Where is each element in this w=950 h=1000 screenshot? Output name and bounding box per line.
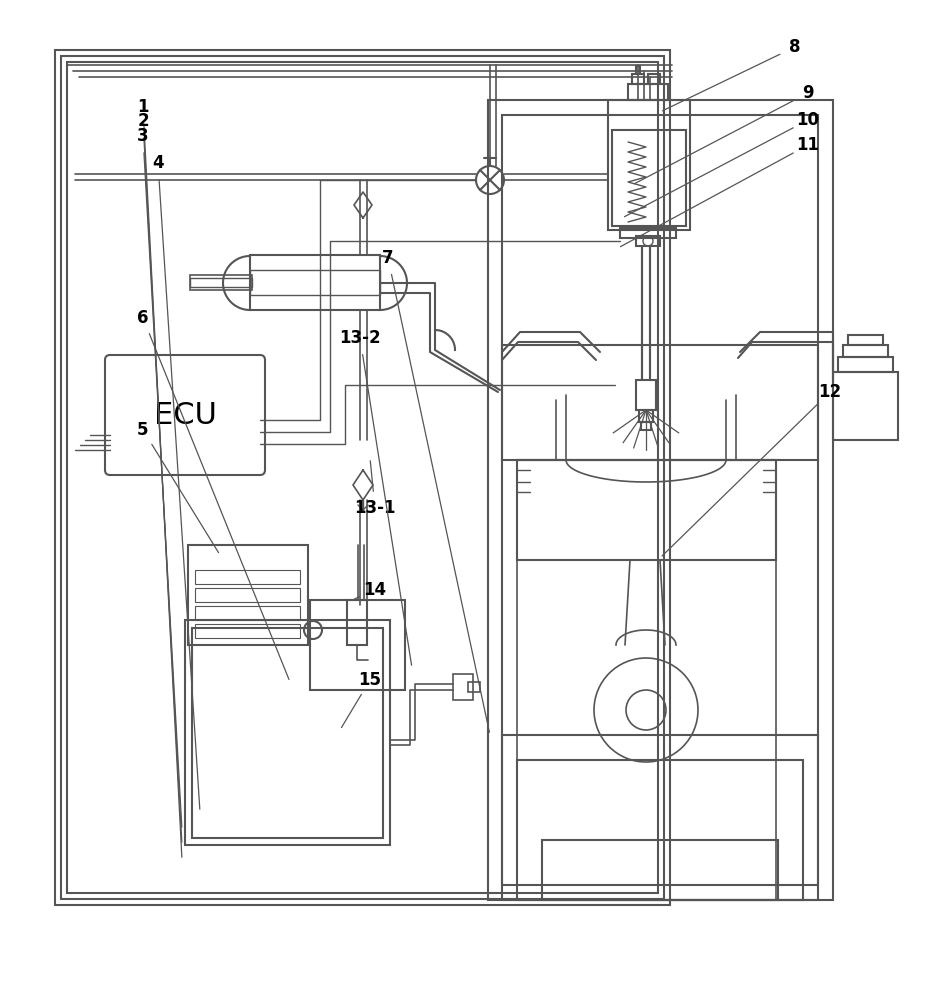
Text: 12: 12 [819,383,842,401]
Bar [608,100,690,230]
Bar [517,460,776,560]
Text: 1: 1 [137,98,149,116]
Text: 8: 8 [789,38,801,56]
Bar [648,74,660,84]
Bar [833,372,898,440]
Bar [347,600,367,645]
Bar [188,545,308,645]
Text: 7: 7 [382,249,394,267]
Bar [636,66,640,74]
Bar [502,735,818,900]
Bar [641,422,651,430]
Text: 14: 14 [364,581,387,599]
Bar [502,115,818,885]
Bar [636,380,656,410]
Bar [517,760,803,900]
Text: 13-1: 13-1 [354,499,396,517]
Text: 13-2: 13-2 [339,329,381,347]
Bar [612,130,686,226]
Bar [250,255,380,310]
Bar [502,345,818,460]
Text: 3: 3 [137,127,149,145]
Bar [192,628,383,838]
Bar [632,74,644,84]
Bar [843,345,888,357]
Bar [195,588,300,602]
Text: 2: 2 [137,112,149,130]
Bar [67,62,658,893]
Text: 6: 6 [137,309,149,327]
Bar [628,84,668,100]
Text: 4: 4 [152,154,163,172]
Bar [310,600,405,690]
Text: 10: 10 [796,111,820,129]
Text: 5: 5 [137,421,149,439]
Bar [838,357,893,372]
Bar [542,840,778,900]
Bar [453,674,473,700]
Text: 9: 9 [802,84,814,102]
Bar [195,606,300,620]
Bar [250,270,380,295]
Bar [190,278,252,287]
Text: 11: 11 [796,136,820,154]
Bar [639,410,653,422]
Bar [61,56,664,899]
Bar [185,620,390,845]
Bar [55,50,670,905]
Text: ECU: ECU [154,400,217,430]
Bar [848,335,883,345]
Text: 15: 15 [358,671,382,689]
Bar [468,682,480,692]
Bar [195,570,300,584]
Bar [620,228,676,238]
Bar [195,624,300,638]
Bar [488,100,833,900]
Bar [636,236,660,246]
Bar [190,275,252,290]
